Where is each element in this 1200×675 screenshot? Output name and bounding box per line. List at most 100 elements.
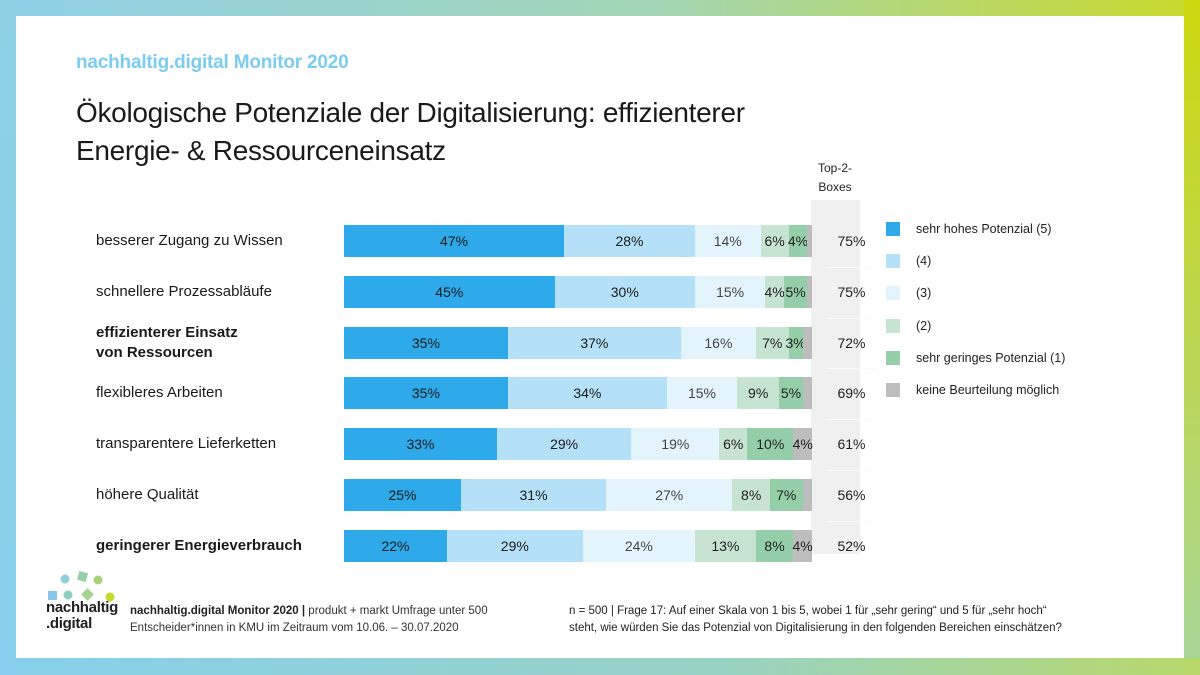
data-label: 15% — [687, 385, 717, 402]
data-label: 16% — [704, 334, 733, 351]
data-label: 47% — [439, 233, 468, 249]
data-label: 10% — [756, 436, 785, 453]
bar-segment: 37% — [507, 326, 681, 359]
bar-segment: 10% — [747, 428, 794, 461]
legend-item: (2) — [886, 318, 932, 333]
bar-segment — [807, 275, 812, 308]
top2-value: 69% — [837, 385, 866, 402]
legend-swatch — [886, 222, 900, 236]
top2-header-line-2: Boxes — [818, 180, 852, 194]
legend-item: (4) — [886, 254, 932, 269]
legend-swatch — [886, 350, 900, 365]
footer-source-bold: nachhaltig.digital Monitor 2020 — [130, 605, 299, 617]
legend-swatch — [886, 318, 900, 333]
legend-item: (3) — [886, 286, 932, 301]
data-label: 3% — [785, 334, 806, 351]
top2-row-divider — [827, 266, 876, 268]
bar-segment: 7% — [769, 479, 803, 511]
footer-source-separator: | — [298, 605, 309, 617]
bar-segment: 29% — [496, 428, 632, 461]
top2-header: Top-2- Boxes — [800, 159, 870, 197]
bar-segment: 9% — [737, 377, 780, 410]
category-label: schnellere Prozessabläufe — [96, 282, 272, 300]
bar-segment: 35% — [344, 326, 508, 359]
bar-segment: 25% — [344, 479, 461, 511]
bar-segment: 47% — [344, 225, 564, 257]
top2-row-divider — [827, 520, 876, 522]
bar-segment: 7% — [755, 326, 789, 359]
data-label: 22% — [381, 537, 410, 554]
bar-segment: 31% — [461, 479, 607, 511]
data-label: 8% — [764, 537, 785, 554]
bar-segment: 6% — [719, 428, 748, 461]
bar-segment: 35% — [344, 377, 508, 410]
data-label: 24% — [624, 537, 653, 554]
data-label: 4% — [787, 233, 809, 249]
data-label: 5% — [780, 385, 802, 402]
bar-segment: 19% — [631, 428, 720, 461]
bar-segment — [802, 326, 812, 359]
category-label: höhere Qualität — [96, 486, 199, 503]
legend-label: sehr hohes Potenzial (5) — [916, 222, 1052, 236]
top2-row-divider — [827, 470, 876, 471]
top2-value: 72% — [837, 334, 866, 351]
bar-segment: 16% — [680, 326, 756, 359]
logo-text: nachhaltig .digital — [46, 600, 118, 632]
bar-segment: 22% — [344, 529, 447, 562]
legend-label: (3) — [916, 286, 932, 301]
top2-value: 75% — [837, 283, 866, 300]
legend-label: (2) — [916, 318, 932, 333]
legend-item: sehr hohes Potenzial (5) — [886, 222, 1052, 236]
bar-segment: 45% — [344, 275, 555, 308]
bar-segment: 34% — [507, 377, 667, 410]
data-label: 14% — [713, 233, 742, 249]
logo-text-line-2: .digital — [46, 615, 92, 632]
title-line-2: Energie- & Ressourceneinsatz — [76, 135, 446, 166]
bar-segment: 3% — [785, 326, 806, 359]
bar-segment: 6% — [760, 225, 789, 257]
bar-segment: 8% — [732, 479, 770, 511]
legend-label: (4) — [916, 254, 932, 269]
data-label: 13% — [711, 537, 740, 554]
bar-segment: 24% — [582, 529, 695, 562]
data-label: 4% — [764, 283, 785, 300]
data-label: 30% — [610, 283, 639, 300]
legend-label: keine Beurteilung möglich — [916, 383, 1060, 397]
bar-segment: 15% — [695, 275, 766, 308]
page-title: Ökologische Potenziale der Digitalisieru… — [76, 94, 896, 170]
data-label: 8% — [741, 487, 762, 503]
title-line-1: Ökologische Potenziale der Digitalisieru… — [76, 97, 745, 128]
footer-source: nachhaltig.digital Monitor 2020 | produk… — [130, 603, 488, 637]
frame-bottom — [0, 658, 1200, 675]
data-label: 31% — [519, 487, 548, 503]
bar-segment: 4% — [793, 529, 813, 562]
data-label: 34% — [573, 385, 602, 402]
data-label: 25% — [388, 487, 417, 503]
data-label: 29% — [550, 436, 579, 453]
legend-swatch — [886, 383, 900, 397]
data-label: 6% — [723, 436, 744, 453]
logo: nachhaltig .digital — [14, 567, 124, 647]
brand-title: nachhaltig.digital Monitor 2020 — [76, 52, 349, 73]
data-label: 19% — [661, 436, 690, 453]
data-label: 29% — [500, 537, 529, 554]
bar-segment: 15% — [666, 377, 738, 410]
data-label: 4% — [792, 436, 813, 453]
bar-segment: 5% — [779, 377, 803, 410]
bar-segment: 8% — [755, 529, 794, 562]
bar-segment: 4% — [787, 225, 809, 257]
legend-label: sehr geringes Potenzial (1) — [916, 350, 1066, 365]
bar-segment: 14% — [695, 225, 761, 257]
bar-segment: 5% — [783, 275, 808, 308]
data-label: 15% — [716, 283, 745, 300]
category-label: transparentere Lieferketten — [96, 435, 277, 453]
bar-segment: 13% — [695, 529, 756, 562]
legend-swatch — [886, 254, 900, 269]
data-label: 33% — [406, 436, 435, 453]
top2-header-line-1: Top-2- — [817, 161, 852, 175]
footer-source-line-2: Entscheider*innen in KMU im Zeitraum vom… — [130, 622, 459, 634]
top2-column-background — [811, 200, 860, 554]
bar-segment — [802, 479, 812, 511]
bar-segment: 27% — [606, 479, 733, 511]
data-label: 37% — [580, 334, 609, 351]
